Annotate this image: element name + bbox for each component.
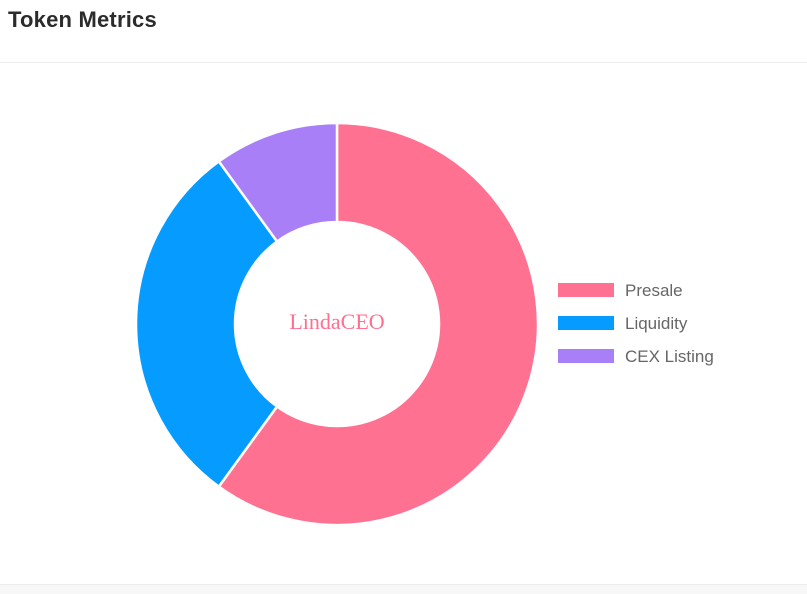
doughnut-chart: LindaCEO Presale Liquidity CEX Listing xyxy=(134,121,714,527)
legend-swatch-liquidity xyxy=(558,316,614,330)
chart-area: LindaCEO Presale Liquidity CEX Listing xyxy=(0,64,807,584)
legend-label-cex-listing: CEX Listing xyxy=(625,347,714,366)
card-footer xyxy=(0,584,807,594)
legend-swatch-cex-listing xyxy=(558,349,614,363)
card-title: Token Metrics xyxy=(8,7,157,32)
legend-item-presale[interactable]: Presale xyxy=(558,281,683,300)
legend-swatch-presale xyxy=(558,283,614,297)
legend-item-cex-listing[interactable]: CEX Listing xyxy=(558,347,714,366)
card-header: Token Metrics xyxy=(0,0,807,63)
slice-cex-listing[interactable] xyxy=(217,121,339,244)
slice-presale[interactable] xyxy=(217,121,540,527)
slice-liquidity[interactable] xyxy=(134,159,279,489)
legend-item-liquidity[interactable]: Liquidity xyxy=(558,314,688,333)
legend-label-liquidity: Liquidity xyxy=(625,314,688,333)
chart-slices xyxy=(134,121,540,527)
legend-label-presale: Presale xyxy=(625,281,683,300)
chart-legend: Presale Liquidity CEX Listing xyxy=(558,281,714,366)
chart-center-label: LindaCEO xyxy=(289,309,384,334)
